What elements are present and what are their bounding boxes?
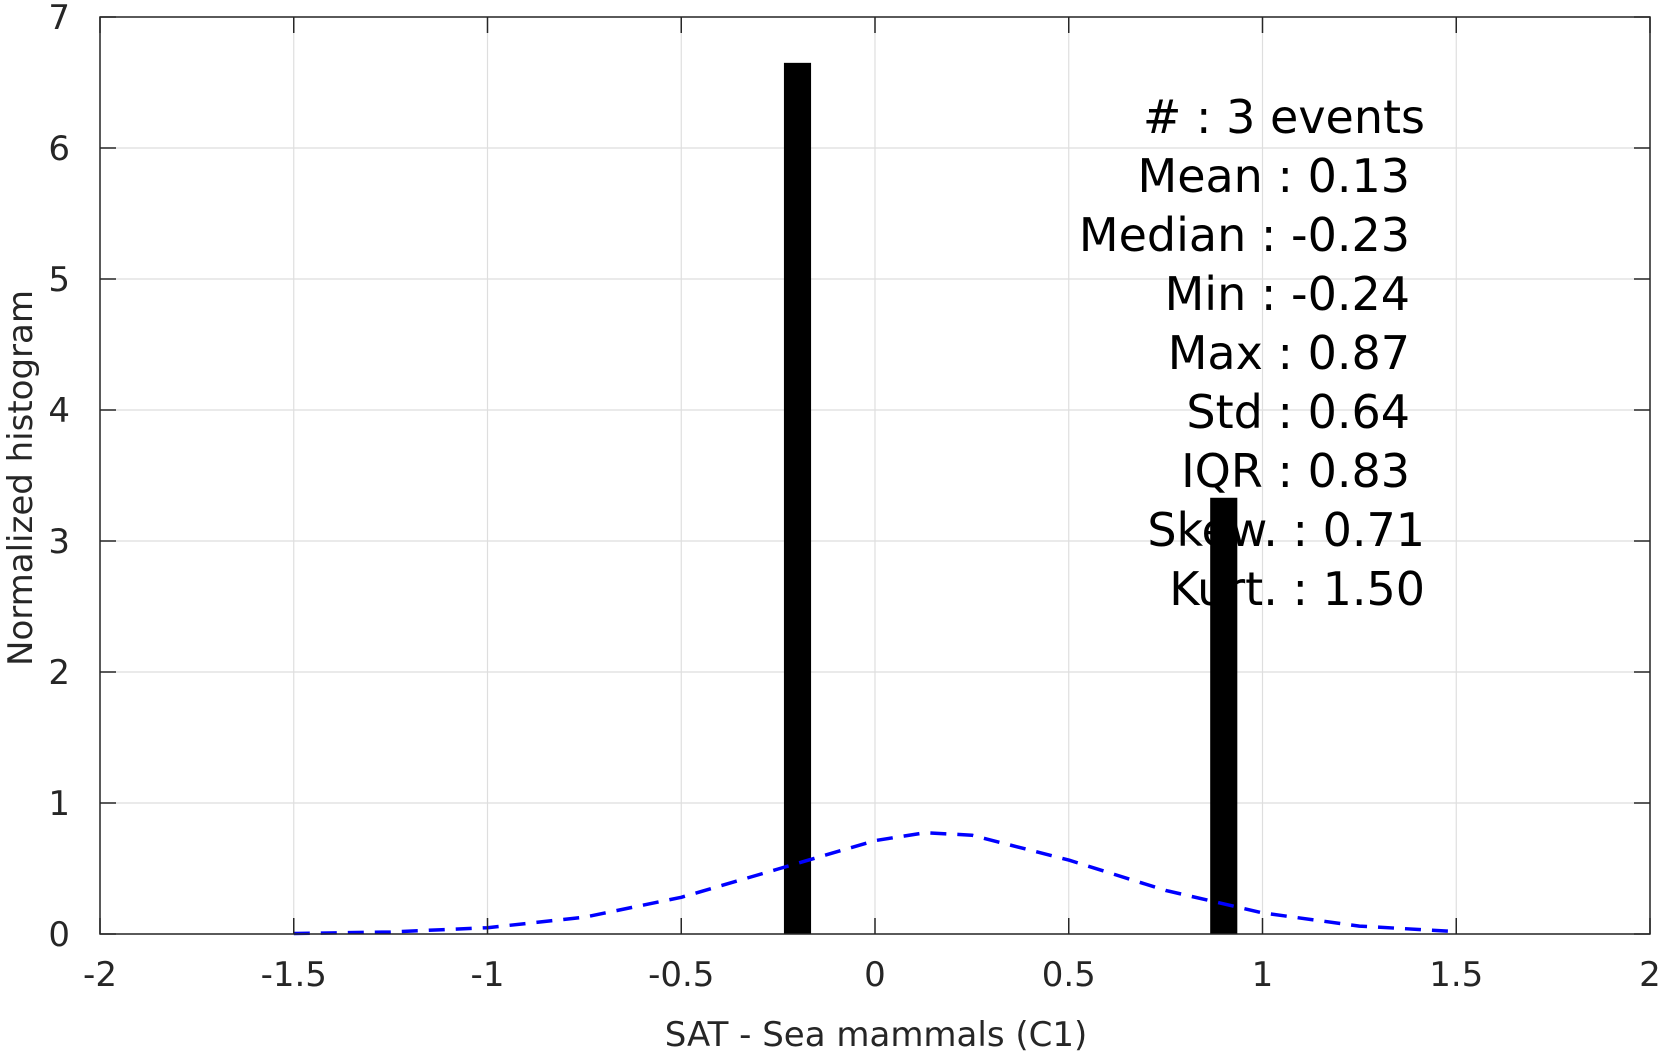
x-tick-label: 0.5 (1042, 955, 1096, 995)
x-tick-label: -2 (83, 955, 117, 995)
stats-line: Mean : 0.13 (1138, 149, 1411, 203)
x-tick-label: -1.5 (261, 955, 327, 995)
y-tick-label: 3 (48, 522, 70, 562)
stats-line: IQR : 0.83 (1181, 444, 1410, 498)
x-tick-label: 2 (1639, 955, 1661, 995)
x-axis-ticks: -2 -1.5 -1 -0.5 0 0.5 1 1.5 2 (83, 17, 1661, 995)
normal-fit-line (293, 830, 1457, 936)
stats-line: # : 3 events (1143, 90, 1425, 144)
y-tick-label: 1 (48, 784, 70, 824)
y-tick-label: 7 (48, 0, 70, 38)
y-axis-label: Normalized histogram (1, 290, 41, 666)
x-axis-label: SAT - Sea mammals (C1) (665, 1015, 1088, 1053)
histogram-bars (783, 62, 1238, 935)
normal-fit-curve (293, 830, 1457, 936)
y-tick-label: 4 (48, 391, 70, 431)
x-tick-label: 0 (864, 955, 886, 995)
y-tick-label: 2 (48, 653, 70, 693)
stats-line: Median : -0.23 (1079, 208, 1410, 262)
y-tick-label: 6 (48, 129, 70, 169)
x-tick-label: 1 (1252, 955, 1274, 995)
stats-line: Kurt. : 1.50 (1169, 562, 1425, 616)
histogram-bar (783, 62, 812, 935)
y-tick-label: 0 (48, 915, 70, 955)
stats-line: Min : -0.24 (1165, 267, 1410, 321)
x-tick-label: 1.5 (1429, 955, 1483, 995)
stats-line: Max : 0.87 (1168, 326, 1410, 380)
y-tick-label: 5 (48, 260, 70, 300)
stats-line: Skew. : 0.71 (1147, 503, 1425, 557)
grid-lines (99, 16, 1651, 935)
histogram-bar (1210, 497, 1238, 934)
stats-line: Std : 0.64 (1186, 385, 1410, 439)
y-axis-ticks: 0 1 2 3 4 5 6 7 (48, 0, 1650, 955)
x-tick-label: -0.5 (648, 955, 714, 995)
x-tick-label: -1 (471, 955, 505, 995)
